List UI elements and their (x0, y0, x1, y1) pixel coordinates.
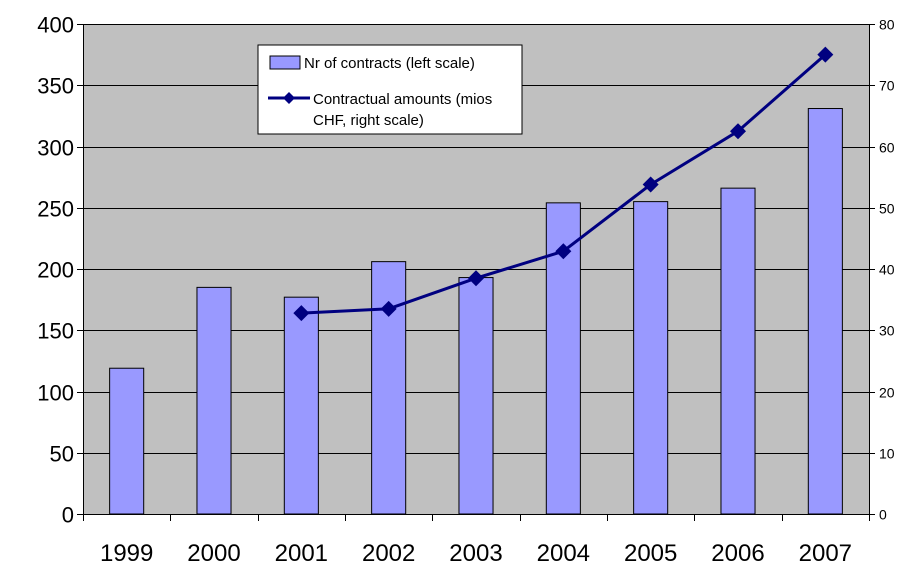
line-point-2004 (555, 243, 572, 260)
legend-box (257, 44, 523, 135)
y-right-tick-label: 60 (879, 140, 895, 156)
y-right-tick-label: 70 (879, 78, 895, 94)
x-tick-label-2004: 2004 (537, 540, 590, 566)
x-tick-label-2006: 2006 (711, 540, 764, 566)
y-left-tick-label: 100 (37, 381, 74, 406)
y-right-tick-label: 40 (879, 262, 895, 278)
line-point-2001 (293, 305, 310, 322)
legend-swatch-bar (269, 55, 301, 70)
bar-2006 (720, 187, 756, 515)
bar-2003 (458, 277, 494, 515)
y-right-tick-label: 0 (879, 507, 887, 523)
y-right-tick-label: 80 (879, 17, 895, 33)
bar-1999 (109, 367, 145, 515)
y-left-tick-label: 0 (62, 503, 74, 528)
y-right-tick-label: 20 (879, 385, 895, 401)
bar-2000 (196, 286, 232, 515)
bar-2002 (371, 261, 407, 515)
line-point-2007 (817, 46, 834, 63)
legend-label-line-2: CHF, right scale) (313, 112, 424, 129)
x-tick-label-2000: 2000 (187, 540, 240, 566)
y-right-tick-label: 50 (879, 201, 895, 217)
y-right-tick-label: 30 (879, 323, 895, 339)
y-left-tick-label: 200 (37, 258, 74, 283)
line-point-2003 (468, 270, 484, 287)
legend: Nr of contracts (left scale) Contractual… (257, 44, 523, 135)
x-tick-label-2005: 2005 (624, 540, 677, 566)
x-tick-label-1999: 1999 (100, 540, 153, 566)
y-left-tick-label: 400 (37, 13, 74, 38)
x-tick-label-2003: 2003 (449, 540, 502, 566)
y-right-tick-label: 10 (879, 446, 895, 462)
line-point-2005 (642, 176, 659, 193)
y-left-tick-label: 300 (37, 136, 74, 161)
legend-label-line: Contractual amounts (mios CHF, right sca… (313, 91, 496, 129)
bar-2007 (807, 108, 843, 515)
x-tick-label-2007: 2007 (799, 540, 852, 566)
y-left-tick-label: 150 (37, 319, 74, 344)
x-tick-label-2002: 2002 (362, 540, 415, 566)
y-left-tick-label: 50 (50, 442, 74, 467)
line-point-2006 (730, 123, 746, 140)
x-tick-label-2001: 2001 (275, 540, 328, 566)
legend-label-bar: Nr of contracts (left scale) (304, 55, 475, 72)
legend-swatch-marker (283, 92, 295, 104)
y-left-tick-label: 250 (37, 197, 74, 222)
y-left-tick-label: 350 (37, 74, 74, 99)
line-point-2002 (380, 300, 397, 317)
legend-label-line-1: Contractual amounts (mios (313, 91, 492, 108)
bar-2005 (633, 201, 669, 515)
bar-2001 (283, 296, 319, 515)
